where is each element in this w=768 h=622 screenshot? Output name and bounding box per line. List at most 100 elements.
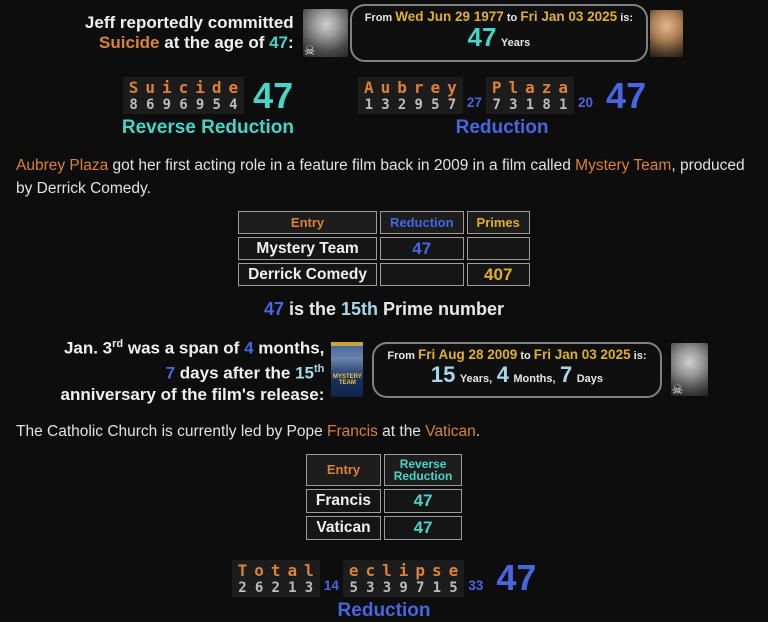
cipher-label-reverse-reduction: Reverse Reduction — [121, 117, 295, 138]
headline-age-value: 47 — [269, 33, 289, 52]
column-header-entry: Entry — [238, 211, 377, 234]
word-subtotal-aubrey: 27 — [466, 95, 482, 110]
gematria-total-suicide: 47 — [253, 74, 294, 116]
table-header-row: Entry Reduction Primes — [238, 211, 530, 234]
duration-days-value: 7 — [560, 361, 573, 387]
span-text: days after the — [175, 363, 296, 383]
prime-value-47: 47 — [263, 299, 284, 319]
skull-icon: ☠ — [303, 43, 316, 58]
from-label: From — [364, 12, 393, 24]
is-label: is: — [633, 349, 647, 362]
aubrey-plaza-link[interactable]: Aubrey Plaza — [16, 157, 109, 174]
header-section: Jeff reportedly committed Suicide at the… — [0, 0, 768, 62]
entry-cell: Mystery Team — [238, 237, 377, 260]
span-section: Jan. 3rd was a span of 4 months, 7 days … — [0, 334, 768, 406]
gematria-letters: Plaza — [491, 78, 576, 97]
vatican-link[interactable]: Vatican — [425, 422, 476, 440]
entry-cell: Francis — [305, 488, 382, 513]
gematria-letters: Suicide — [128, 78, 246, 97]
paragraph-pope: The Catholic Church is currently led by … — [0, 420, 768, 443]
gematria-table-film: Entry Reduction Primes Mystery Team 47 D… — [235, 208, 533, 289]
span-text: was a span of — [123, 338, 245, 358]
start-date: Fri Aug 28 2009 — [417, 346, 518, 362]
gematria-letters: eclipse — [348, 560, 466, 580]
prime-text: Prime number — [378, 299, 505, 319]
reduction-cell — [379, 263, 464, 286]
duration-months-unit: Months, — [513, 372, 556, 385]
gematria-digits: 26213 — [238, 579, 322, 596]
word-subtotal-eclipse: 33 — [468, 577, 484, 593]
to-label: to — [520, 349, 531, 362]
duration-years-unit: Years, — [459, 372, 493, 385]
table-row: Vatican 47 — [305, 515, 463, 540]
span-statement: Jan. 3rd was a span of 4 months, 7 days … — [61, 334, 325, 406]
mystery-team-link[interactable]: Mystery Team — [575, 157, 672, 174]
date-range-line-2: From Fri Aug 28 2009 to Fri Jan 03 2025 … — [387, 347, 646, 362]
gematria-total-value: 47 — [496, 557, 537, 599]
photo-jeff-grayscale: ☠ — [302, 9, 348, 58]
word-block-eclipse: eclipse 5339715 — [342, 559, 466, 597]
prime-statement: 47 is the 15th Prime number — [0, 299, 768, 320]
span-text: Jan. 3 — [63, 338, 113, 358]
column-header-reverse-reduction: Reverse Reduction — [384, 453, 463, 486]
gematria-digits: 5339715 — [349, 579, 466, 596]
table-row: Mystery Team 47 — [238, 237, 530, 260]
duration-years-unit: Years — [500, 37, 531, 49]
primes-cell: 407 — [466, 263, 530, 286]
table-row: Francis 47 — [305, 488, 463, 513]
headline-line2: Suicide at the age of 47: — [85, 33, 294, 53]
word-block-total: Total 26213 — [231, 559, 322, 597]
word-subtotal-total: 14 — [323, 577, 339, 593]
entry-cell: Vatican — [305, 515, 382, 540]
duration-years-value: 15 — [430, 361, 456, 387]
span-line2: 7 days after the 15th — [61, 359, 325, 384]
from-label: From — [387, 349, 415, 362]
span-text: months, — [253, 338, 325, 358]
span-line3: anniversary of the film's release: — [60, 385, 325, 405]
headline-suicide-text: Suicide — [99, 33, 160, 52]
is-label: is: — [620, 12, 634, 24]
francis-link[interactable]: Francis — [327, 422, 378, 440]
primes-cell — [466, 237, 530, 260]
word-subtotal-plaza: 20 — [578, 95, 594, 110]
poster-title: MYSTERY TEAM — [333, 374, 362, 387]
cipher-label-reduction: Reduction — [455, 117, 549, 138]
gematria-table-vatican: Entry Reverse Reduction Francis 47 Vatic… — [303, 451, 465, 543]
ordinal-sup: rd — [112, 338, 124, 350]
reverse-reduction-cell: 47 — [384, 515, 463, 540]
headline: Jeff reportedly committed Suicide at the… — [85, 13, 294, 53]
reverse-reduction-cell: 47 — [384, 488, 463, 513]
paragraph-text: The Catholic Church is currently led by … — [16, 422, 328, 440]
column-header-reduction: Reduction — [379, 211, 464, 234]
paragraph-text: at the — [377, 422, 426, 440]
word-block-aubrey: Aubrey 132957 — [358, 77, 463, 114]
gematria-suicide: Suicide 8696954 47 Reverse Reduction — [122, 77, 294, 139]
prime-index-15th: 15th — [340, 299, 378, 319]
gematria-aubrey-plaza: Aubrey 132957 27 Plaza 73181 20 47 Reduc… — [358, 77, 646, 139]
cipher-label-reduction: Reduction — [337, 599, 431, 621]
ordinal-sup: th — [314, 363, 325, 376]
months-value: 4 — [244, 338, 254, 358]
gematria-row: Suicide 8696954 47 Reverse Reduction Aub… — [0, 77, 768, 139]
date-calc-box-2: From Fri Aug 28 2009 to Fri Jan 03 2025 … — [372, 341, 662, 398]
prime-text: is the — [283, 299, 341, 319]
gematria-total-eclipse-main: Total 26213 14 eclipse 5339715 33 47 — [0, 557, 768, 599]
duration-line-1: 47 Years — [365, 24, 633, 56]
word-block-suicide: Suicide 8696954 — [122, 77, 246, 114]
start-date: Wed Jun 29 1977 — [395, 9, 504, 24]
headline-colon: : — [288, 33, 294, 52]
date-calc-box-1: From Wed Jun 29 1977 to Fri Jan 03 2025 … — [349, 4, 649, 62]
gematria-suicide-main: Suicide 8696954 47 — [122, 77, 294, 114]
column-header-entry: Entry — [305, 453, 382, 486]
paragraph-text: got her first acting role in a feature f… — [108, 157, 576, 174]
paragraph-text: , produced by Derrick Comedy. — [16, 157, 745, 197]
gematria-total-eclipse: Total 26213 14 eclipse 5339715 33 47 Red… — [0, 557, 768, 622]
duration-line-2: 15 Years, 4 Months, 7 Days — [387, 362, 646, 392]
to-label: to — [506, 12, 518, 24]
gematria-aubrey-main: Aubrey 132957 27 Plaza 73181 20 47 — [358, 77, 646, 114]
date-range-line-1: From Wed Jun 29 1977 to Fri Jan 03 2025 … — [365, 9, 633, 24]
end-date: Fri Jan 03 2025 — [520, 9, 618, 24]
headline-mid-text: at the age of — [159, 33, 270, 52]
duration-years-value: 47 — [467, 22, 497, 52]
